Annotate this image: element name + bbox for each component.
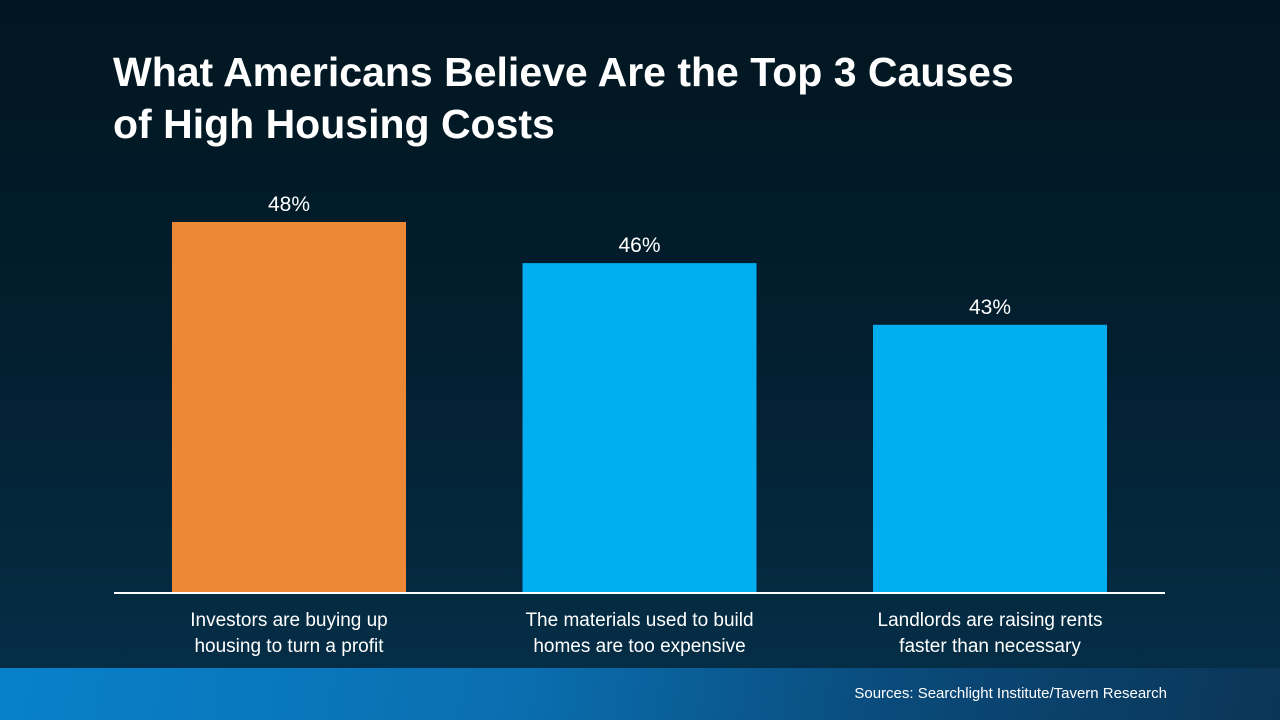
category-label-1-line-1: Investors are buying up: [190, 610, 388, 631]
source-text: Sources: Searchlight Institute/Tavern Re…: [854, 685, 1167, 702]
data-label-3: 43%: [969, 296, 1011, 319]
bar-1: [172, 222, 406, 592]
chart-title: What Americans Believe Are the Top 3 Cau…: [113, 46, 1014, 150]
data-label-2: 46%: [618, 234, 660, 257]
category-label-3-line-2: faster than necessary: [899, 636, 1081, 657]
bar-chart: 48% Investors are buying up housing to tur…: [172, 193, 1107, 657]
bar-2: [522, 263, 757, 592]
category-label-1-line-2: housing to turn a profit: [194, 636, 384, 657]
category-label-3-line-1: Landlords are raising rents: [878, 610, 1103, 631]
category-label-2-line-2: homes are too expensive: [533, 636, 745, 657]
data-label-1: 48%: [268, 193, 310, 216]
bar-3: [873, 324, 1107, 592]
category-label-2-line-1: The materials used to build: [525, 610, 753, 631]
footer-bar: Sources: Searchlight Institute/Tavern Re…: [0, 668, 1280, 720]
title-line-1: What Americans Believe Are the Top 3 Cau…: [113, 49, 1014, 95]
title-line-2: of High Housing Costs: [113, 101, 555, 147]
